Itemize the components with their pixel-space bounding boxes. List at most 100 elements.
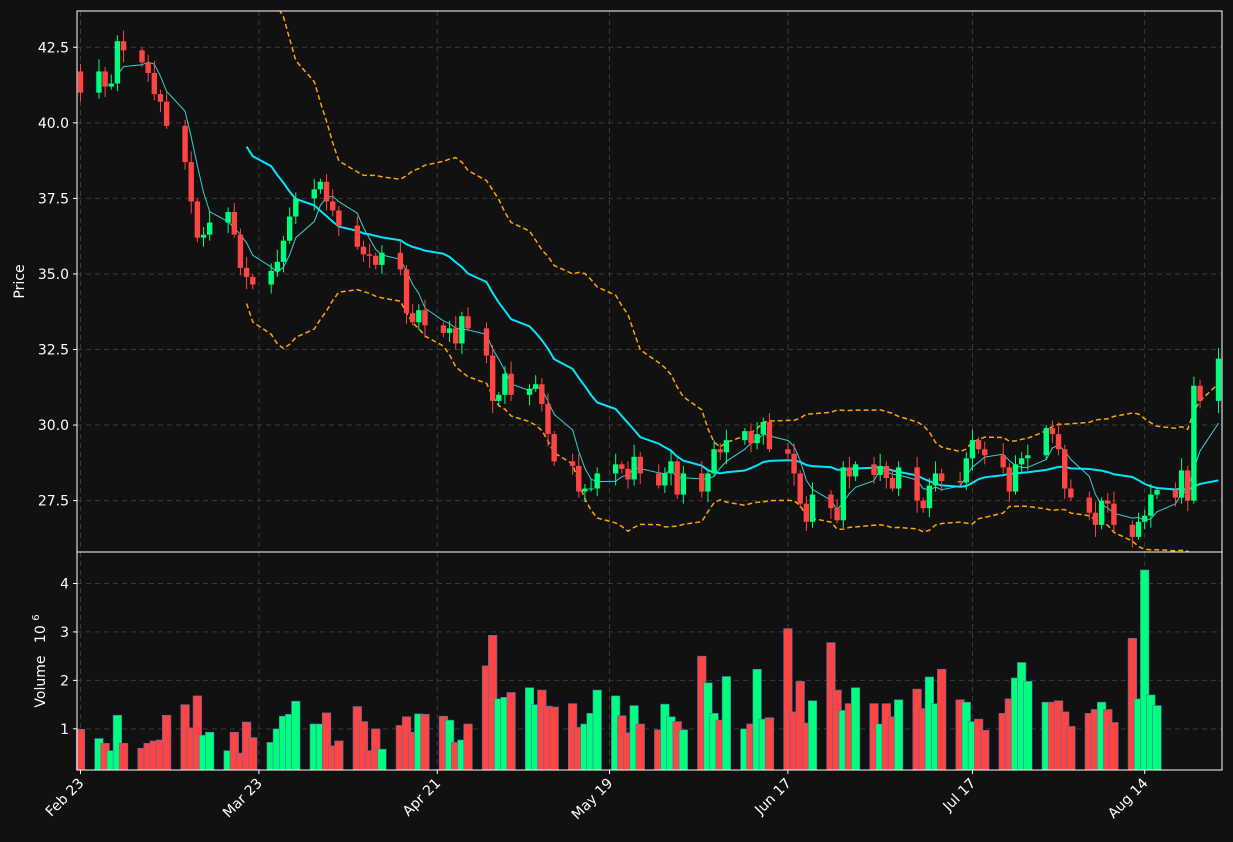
candle-body bbox=[286, 216, 293, 241]
candle-body bbox=[489, 355, 496, 401]
candle-body bbox=[717, 449, 723, 453]
candle-body bbox=[465, 316, 471, 329]
candle-body bbox=[416, 310, 422, 323]
candle bbox=[508, 361, 514, 401]
candle-body bbox=[77, 71, 84, 93]
candle bbox=[1197, 379, 1203, 409]
candle bbox=[871, 456, 877, 484]
price-tick-label: 42.5 bbox=[38, 40, 69, 56]
volume-bar bbox=[162, 714, 172, 771]
candle bbox=[1018, 452, 1025, 472]
candle-body bbox=[852, 464, 859, 477]
candle-body bbox=[760, 422, 766, 435]
candle bbox=[360, 240, 367, 262]
candle-body bbox=[440, 325, 447, 333]
x-tick-label: Apr 21 bbox=[400, 776, 444, 820]
candle bbox=[1062, 444, 1068, 500]
candle bbox=[1006, 462, 1013, 503]
candle-body bbox=[1018, 458, 1025, 465]
candle-body bbox=[920, 500, 926, 509]
candle-body bbox=[243, 267, 250, 277]
candle-body bbox=[545, 403, 551, 435]
candle bbox=[280, 236, 287, 273]
candle bbox=[1215, 347, 1222, 413]
candle bbox=[151, 60, 158, 101]
candle-body bbox=[114, 41, 121, 84]
candle bbox=[551, 431, 557, 466]
candle bbox=[1154, 487, 1160, 500]
price-tick-label: 27.5 bbox=[38, 494, 69, 510]
candle bbox=[612, 453, 619, 486]
candle bbox=[496, 391, 502, 406]
candle bbox=[889, 468, 896, 492]
candle bbox=[373, 252, 379, 270]
candle bbox=[742, 428, 748, 445]
candle bbox=[237, 228, 244, 276]
candle bbox=[754, 422, 760, 450]
price-panel: 27.5 30.0 32.5 35.0 37.5 40.0 42.5 Price bbox=[12, 10, 1223, 553]
candle bbox=[1025, 444, 1031, 471]
candle-body bbox=[926, 485, 933, 509]
candle-body bbox=[674, 461, 680, 495]
candle bbox=[453, 316, 459, 350]
candle-body bbox=[680, 473, 687, 495]
candle-body bbox=[1154, 490, 1160, 495]
x-tick-label: Jul 17 bbox=[940, 776, 980, 816]
candle-body bbox=[957, 480, 963, 483]
candle-body bbox=[336, 210, 342, 226]
candle-body bbox=[932, 473, 939, 486]
candle bbox=[108, 74, 114, 90]
candle bbox=[957, 471, 963, 486]
candle-body bbox=[895, 467, 902, 489]
candle bbox=[1141, 509, 1148, 530]
candle-body bbox=[1006, 467, 1013, 492]
candle-body bbox=[354, 225, 361, 247]
candle bbox=[846, 456, 853, 489]
candle-body bbox=[637, 456, 643, 474]
candle bbox=[711, 440, 717, 477]
candle bbox=[225, 207, 231, 234]
candle-body bbox=[705, 473, 711, 492]
volume-bar bbox=[291, 700, 301, 771]
volume-bar bbox=[807, 700, 818, 771]
candle-body bbox=[1148, 494, 1154, 516]
candle-body bbox=[409, 313, 416, 323]
candle-body bbox=[108, 83, 114, 87]
candle bbox=[877, 453, 883, 481]
candle-body bbox=[145, 62, 151, 73]
candle-body bbox=[1215, 358, 1222, 401]
candle-body bbox=[1105, 500, 1111, 504]
volume-tick-label: 3 bbox=[60, 625, 69, 641]
candle-body bbox=[102, 71, 108, 87]
candle-body bbox=[1111, 503, 1117, 525]
candle bbox=[323, 174, 330, 211]
candle-body bbox=[182, 125, 188, 163]
volume-bar bbox=[248, 737, 258, 771]
candle bbox=[250, 273, 256, 290]
candle-body bbox=[231, 211, 237, 235]
price-grid bbox=[77, 11, 1222, 552]
candle-body bbox=[317, 181, 324, 190]
candle-body bbox=[963, 458, 969, 483]
candle bbox=[576, 453, 582, 498]
candle-body bbox=[250, 276, 256, 285]
candle-body bbox=[483, 328, 490, 356]
candle-body bbox=[1049, 428, 1056, 435]
volume-bar bbox=[721, 676, 731, 771]
volume-panel-frame bbox=[76, 551, 1223, 771]
candle bbox=[403, 264, 410, 324]
volume-bar bbox=[420, 713, 430, 771]
candle bbox=[194, 198, 201, 243]
candle bbox=[440, 322, 447, 338]
candle-body bbox=[459, 316, 465, 344]
candle-body bbox=[1191, 385, 1197, 501]
candle bbox=[1178, 458, 1185, 504]
candle bbox=[336, 205, 342, 237]
candle-body bbox=[594, 473, 600, 489]
volume-bar bbox=[549, 706, 559, 771]
candle-body bbox=[803, 503, 810, 522]
candle bbox=[834, 499, 840, 524]
candle-body bbox=[582, 488, 588, 492]
candle bbox=[1055, 422, 1062, 456]
